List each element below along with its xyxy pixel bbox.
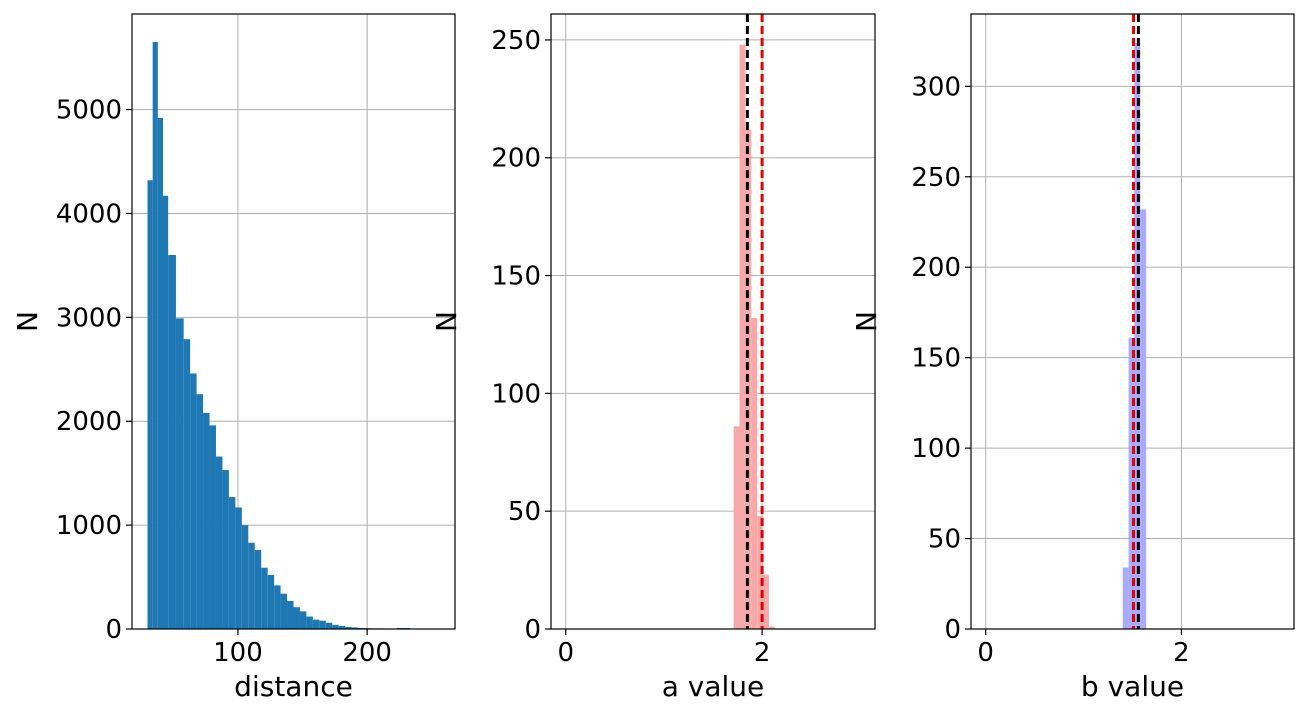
histogram-bar: [267, 574, 275, 629]
histogram-bar: [274, 585, 281, 629]
y-tick-label: 300: [911, 72, 961, 102]
x-tick-label: 0: [557, 638, 574, 668]
histogram-bar: [254, 550, 262, 629]
x-axis-label: a value: [662, 670, 765, 703]
y-tick-label: 250: [491, 26, 541, 56]
y-tick-label: 2000: [56, 407, 122, 437]
x-axis-label: distance: [234, 670, 353, 703]
y-tick-label: 3000: [56, 303, 122, 333]
histogram-bar: [261, 567, 268, 629]
histogram-bar: [312, 619, 320, 629]
histogram-bar: [183, 339, 191, 629]
histogram-bar: [147, 180, 153, 629]
histogram-bar: [1128, 337, 1135, 629]
histogram-bar: [168, 255, 176, 629]
y-tick-label: 150: [911, 344, 961, 374]
histogram-bar: [228, 497, 236, 629]
histogram-bar: [751, 317, 758, 629]
y-axis-label: N: [430, 311, 463, 332]
histogram-bar: [293, 607, 300, 629]
x-axis-label: b value: [1081, 670, 1184, 703]
x-tick-label: 0: [977, 638, 994, 668]
histogram-bar: [351, 627, 359, 629]
y-axis-label: N: [850, 311, 883, 332]
histogram-bar: [299, 611, 307, 629]
histogram-bar: [733, 426, 740, 629]
y-tick-label: 0: [105, 615, 122, 645]
y-tick-label: 1000: [56, 511, 122, 541]
x-tick-label: 2: [1173, 638, 1190, 668]
y-tick-label: 0: [524, 615, 541, 645]
histogram-bar: [209, 425, 216, 629]
y-tick-label: 4000: [56, 199, 122, 229]
y-tick-label: 50: [508, 497, 541, 527]
histogram-bar: [325, 622, 333, 629]
histogram-bar: [345, 626, 352, 629]
y-tick-label: 0: [944, 615, 961, 645]
y-axis-label: N: [11, 311, 44, 332]
y-tick-label: 100: [491, 379, 541, 409]
histogram-bar: [280, 593, 288, 629]
plot-frame: [550, 13, 876, 630]
histogram-bar: [248, 542, 255, 629]
histogram-bar: [196, 394, 204, 629]
plot-frame: [970, 13, 1295, 630]
histogram-bar: [215, 456, 223, 629]
plot-frame: [131, 13, 456, 630]
x-tick-label: 2: [754, 638, 771, 668]
histogram-bar: [1140, 209, 1147, 629]
x-tick-label: 200: [342, 638, 392, 668]
histogram-bar: [1122, 567, 1129, 629]
histogram-bar: [203, 412, 210, 629]
histogram-bar: [338, 625, 346, 629]
y-tick-label: 250: [911, 163, 961, 193]
histogram-bar: [235, 507, 242, 629]
histogram-bar: [241, 525, 249, 629]
x-tick-label: 100: [213, 638, 263, 668]
histogram-bar: [319, 620, 326, 629]
histogram-bar: [287, 600, 294, 629]
histogram-bar: [222, 470, 229, 629]
y-tick-label: 150: [491, 262, 541, 292]
histogram-bar: [157, 117, 164, 629]
histogram-bar: [768, 626, 775, 629]
histogram-bar: [152, 42, 158, 629]
y-tick-label: 200: [491, 144, 541, 174]
y-tick-label: 50: [928, 525, 961, 555]
histogram-bar: [306, 616, 313, 629]
y-tick-label: 100: [911, 434, 961, 464]
histogram-bar: [332, 624, 339, 629]
y-tick-label: 5000: [56, 96, 122, 126]
histogram-bar: [175, 318, 184, 629]
panel-b-value: 0 2 0 50 100 150 200 250 300 b value N: [850, 13, 1295, 703]
histogram-bar: [763, 574, 769, 629]
panel-a-value: 0 2 0 50 100 150 200 250 a value N: [430, 13, 876, 703]
y-tick-label: 200: [911, 253, 961, 283]
histogram-bar: [757, 515, 764, 629]
histogram-bar: [1134, 42, 1141, 630]
histogram-bar: [190, 373, 197, 629]
histogram-bar: [739, 44, 746, 629]
histogram-bar: [163, 195, 169, 629]
